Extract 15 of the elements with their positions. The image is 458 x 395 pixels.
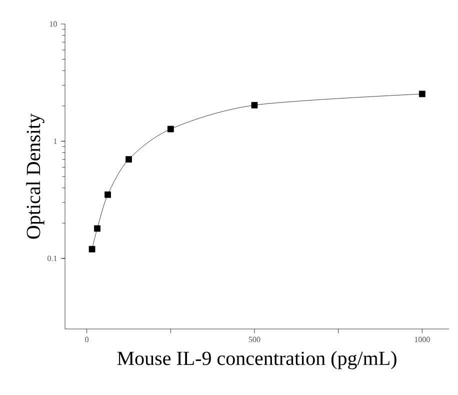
x-tick-label: 0 <box>85 336 89 342</box>
y-axis-title: Optical Density <box>26 114 44 239</box>
point <box>126 156 132 163</box>
x-axis-title: Mouse IL-9 concentration (pg/mL) <box>117 351 396 370</box>
x-tick-label: 500 <box>248 336 260 342</box>
x-tick-label: 1000 <box>414 336 430 342</box>
y-tick-label: 0.1 <box>48 256 57 262</box>
point <box>251 102 258 108</box>
y-tick-label: 1 <box>54 138 57 144</box>
point <box>167 126 174 132</box>
y-tick-label: 10 <box>50 21 57 27</box>
point <box>94 225 100 232</box>
point <box>418 90 426 98</box>
point <box>88 246 96 252</box>
point <box>104 191 111 198</box>
